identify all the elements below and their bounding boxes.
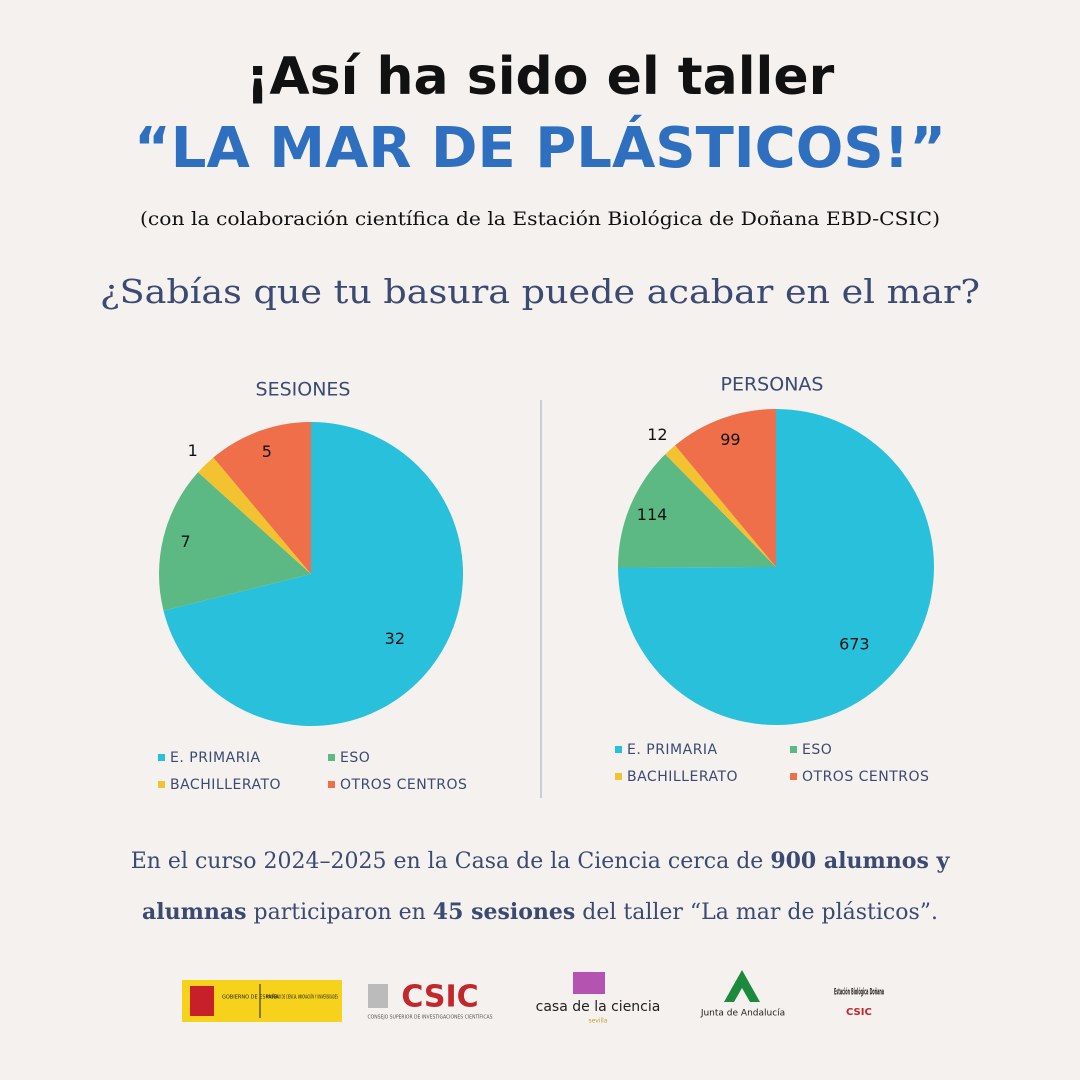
legend-label: E. PRIMARIA (627, 742, 718, 758)
logo-text: sevilla (588, 1018, 607, 1025)
legend-label: OTROS CENTROS (340, 777, 467, 793)
legend-marker (790, 773, 797, 780)
question: ¿Sabías que tu basura puede acabar en el… (100, 272, 980, 311)
legend-marker (615, 773, 622, 780)
body-span: participaron en (246, 900, 433, 925)
pie-slice (675, 409, 776, 567)
logo-text: Junta de Andalucía (700, 1009, 785, 1019)
legend-label: OTROS CENTROS (802, 769, 929, 785)
legend-label: BACHILLERATO (627, 769, 738, 785)
data-label: 673 (839, 635, 870, 654)
legend-marker (158, 781, 165, 788)
body-span: del taller “La mar de plásticos”. (575, 900, 938, 925)
chart-title: SESIONES (256, 379, 351, 401)
body-bold: 45 sesiones (432, 899, 576, 925)
legend-label: ESO (340, 750, 370, 766)
data-label: 5 (262, 442, 272, 461)
body-span: En el curso 2024–2025 en la Casa de la C… (130, 849, 771, 874)
pie-slice (163, 422, 463, 726)
data-label: 32 (385, 629, 405, 648)
subtitle: (con la colaboración científica de la Es… (140, 208, 940, 230)
pie-slice (213, 422, 311, 574)
logo-mark (724, 970, 760, 1002)
chart-title: PERSONAS (721, 374, 824, 396)
legend-marker (328, 754, 335, 761)
legend-marker (615, 746, 622, 753)
body-text: En el curso 2024–2025 en la Casa de la C… (110, 836, 970, 938)
logo-text: CSIC (846, 1007, 872, 1018)
legend-label: ESO (802, 742, 832, 758)
logo-mark (368, 984, 388, 1008)
highlight: “LA MAR DE PLÁSTICOS!” (134, 116, 946, 181)
logo-text: CONSEJO SUPERIOR DE INVESTIGACIONES CIEN… (368, 1014, 493, 1021)
logo-shield (190, 986, 214, 1016)
logo-text: casa de la ciencia (536, 999, 661, 1015)
logo-mark (573, 972, 605, 994)
pie-slice (618, 409, 934, 726)
pie-slice (198, 457, 311, 574)
logo-text: CSIC (401, 980, 478, 1015)
logo-text: GOBIERNO DE ESPAÑA (222, 994, 279, 1001)
data-label: 114 (637, 505, 668, 524)
data-label: 7 (181, 532, 191, 551)
legend-marker (328, 781, 335, 788)
legend-marker (158, 754, 165, 761)
legend-marker (790, 746, 797, 753)
data-label: 1 (188, 441, 198, 460)
data-label: 12 (647, 425, 667, 444)
legend-label: E. PRIMARIA (170, 750, 261, 766)
logo-text: Estación Biológica Doñana (834, 987, 884, 998)
pie-slice (618, 454, 776, 568)
legend-label: BACHILLERATO (170, 777, 281, 793)
title: ¡Así ha sido el taller (246, 47, 835, 107)
data-label: 99 (720, 430, 740, 449)
pie-slice (665, 445, 776, 567)
logo-text: MINISTERIO DE CIENCIA, INNOVACIÓN Y UNIV… (266, 994, 338, 1001)
logos: GOBIERNO DE ESPAÑA MINISTERIO DE CIENCIA… (182, 970, 884, 1025)
pie-slice (158, 472, 311, 611)
body-bold: 900 alumnos y alumnas (142, 848, 950, 925)
